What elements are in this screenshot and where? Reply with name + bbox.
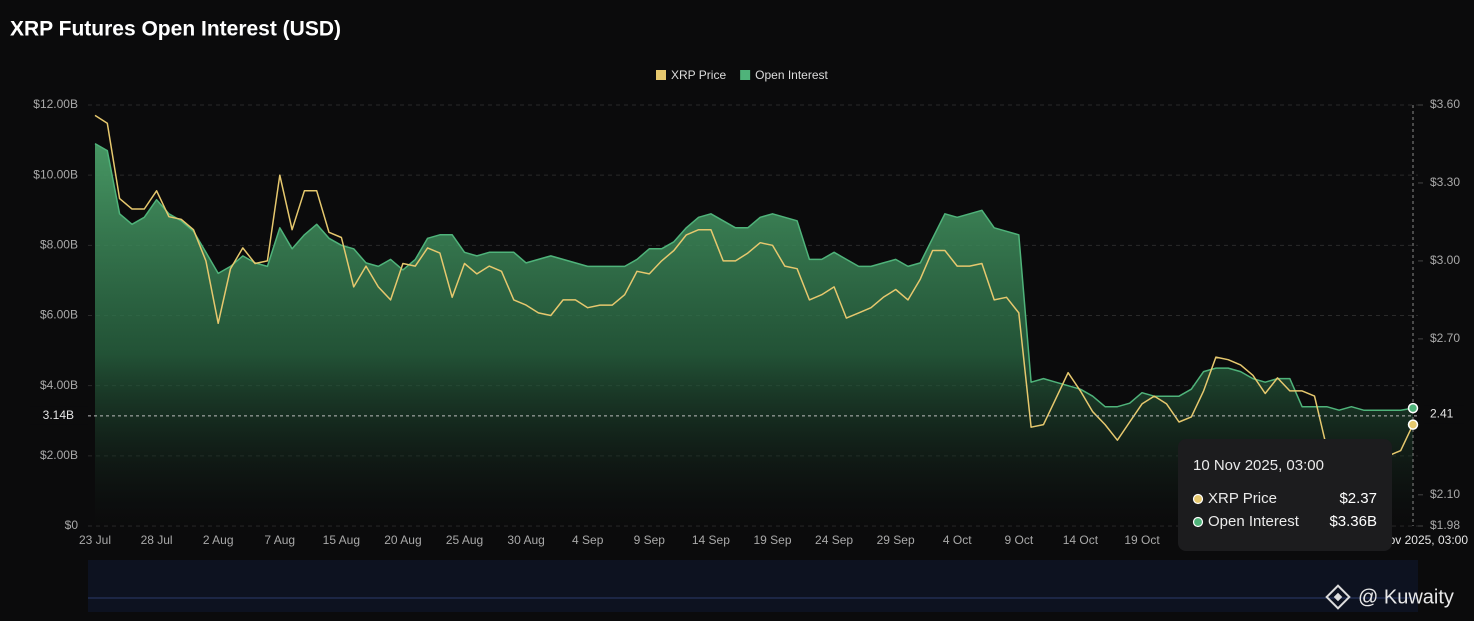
y-tick-label: $0 bbox=[65, 518, 79, 532]
x-tick-label: 29 Sep bbox=[877, 533, 915, 547]
x-tick-label: 14 Oct bbox=[1063, 533, 1099, 547]
tooltip-dot bbox=[1192, 516, 1204, 528]
area bbox=[95, 143, 1413, 526]
y2-tick-label: $3.00 bbox=[1430, 253, 1460, 267]
tooltip-value: $3.36B bbox=[1329, 513, 1377, 530]
line bbox=[94, 114, 1414, 457]
y-tick-label: $8.00B bbox=[40, 238, 78, 252]
crosshair-y-label: 3.14B bbox=[43, 408, 74, 422]
legend-label[interactable]: XRP Price bbox=[671, 68, 726, 82]
tooltip-box bbox=[1178, 439, 1392, 551]
y-tick-label: $10.00B bbox=[33, 167, 78, 181]
y2-tick-label: $2.10 bbox=[1430, 487, 1460, 501]
crosshair-label-bg bbox=[1424, 405, 1464, 424]
x-tick-label: 9 Sep bbox=[634, 533, 666, 547]
x-tick-label: 25 Aug bbox=[446, 533, 483, 547]
x-tick-label: 19 Oct bbox=[1124, 533, 1160, 547]
x-tick-label: 19 Sep bbox=[753, 533, 791, 547]
y-tick-label: $6.00B bbox=[40, 308, 78, 322]
legend: XRP Price Open Interest bbox=[656, 68, 829, 82]
tooltip-title: 10 Nov 2025, 03:00 bbox=[1193, 457, 1324, 474]
x-tick-label: 14 Sep bbox=[692, 533, 730, 547]
chart-title: XRP Futures Open Interest (USD) bbox=[10, 18, 341, 41]
tooltip-name: Open Interest bbox=[1208, 513, 1300, 530]
tooltip-value: $2.37 bbox=[1339, 490, 1377, 507]
y-tick-label: $12.00B bbox=[33, 97, 78, 111]
y2-tick-label: $1.98 bbox=[1430, 518, 1460, 532]
x-tick-label: 4 Sep bbox=[572, 533, 604, 547]
x-tick-label: 2 Aug bbox=[203, 533, 234, 547]
tooltip-dot bbox=[1192, 493, 1204, 505]
legend-swatch[interactable] bbox=[656, 70, 666, 80]
navigator bbox=[88, 560, 1418, 612]
watermark: @ Kuwaity bbox=[1358, 586, 1454, 608]
x-tick-label: 20 Aug bbox=[384, 533, 421, 547]
legend-label[interactable]: Open Interest bbox=[755, 68, 828, 82]
crosshair-label-bg bbox=[30, 406, 88, 425]
x-tick-label: 24 Sep bbox=[815, 533, 853, 547]
x-tick-label: 4 Oct bbox=[943, 533, 972, 547]
y-tick-label: $2.00B bbox=[40, 448, 78, 462]
x-tick-label: 28 Jul bbox=[141, 533, 173, 547]
y-tick-label: $4.00B bbox=[40, 378, 78, 392]
crosshair-y2-label: 2.41 bbox=[1430, 406, 1454, 420]
tooltip: 10 Nov 2025, 03:00 XRP Price $2.37 Open Int… bbox=[1178, 439, 1392, 551]
y2-tick-label: $3.30 bbox=[1430, 175, 1460, 189]
x-tick-label: 30 Aug bbox=[507, 533, 544, 547]
x-tick-label: 9 Oct bbox=[1004, 533, 1033, 547]
x-tick-label: 23 Jul bbox=[79, 533, 111, 547]
point-marker bbox=[1407, 402, 1419, 414]
y2-tick-label: $3.60 bbox=[1430, 97, 1460, 111]
plot-area: $0 $2.00B $4.00B $6.00B $8.00B $10.00B $12.00B… bbox=[30, 68, 1474, 551]
x-tick-label: 15 Aug bbox=[323, 533, 360, 547]
legend-swatch[interactable] bbox=[740, 70, 751, 80]
point-marker bbox=[1407, 419, 1419, 430]
tooltip-name: XRP Price bbox=[1208, 490, 1277, 507]
y2-tick-label: $2.70 bbox=[1430, 331, 1460, 345]
line bbox=[94, 142, 1414, 411]
x-tick-label: 7 Aug bbox=[264, 533, 295, 547]
